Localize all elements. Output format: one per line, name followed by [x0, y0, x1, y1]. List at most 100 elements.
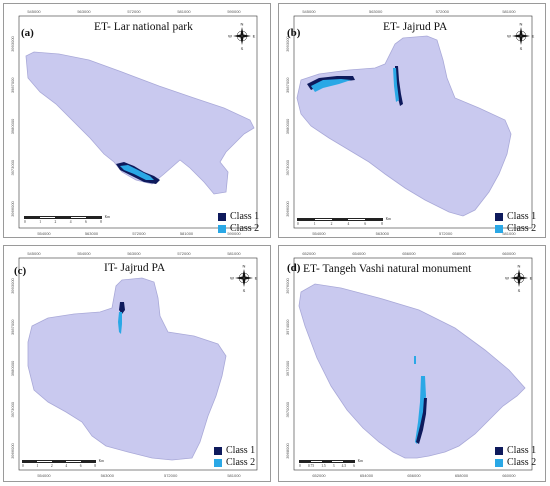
legend-label-class2: Class 2: [507, 457, 537, 468]
bottom-tick-label: 581000: [502, 231, 516, 236]
legend-swatch-class2: [214, 459, 222, 467]
scale-tick-label: 0: [299, 464, 301, 468]
compass-letter-w: W: [505, 276, 509, 281]
scale-tick-label: 6: [353, 464, 355, 468]
class1-patch-d-band: [416, 398, 427, 444]
scale-tick-label: 0: [24, 220, 26, 224]
bottom-tick-label: 572000: [132, 231, 146, 236]
compass-letter-n: N: [243, 264, 246, 269]
top-tick-label: 656000: [402, 251, 416, 256]
scale-unit: Km: [357, 459, 363, 463]
top-tick-label: 590000: [227, 9, 241, 14]
bottom-tick-label: 554000: [312, 231, 326, 236]
compass-letter-n: N: [518, 264, 521, 269]
map-panel-b: 545000 563000 572000 581000 554000 563000 572…: [278, 3, 546, 238]
bottom-tick-label: 590000: [227, 231, 241, 236]
top-tick-label: 654000: [352, 251, 366, 256]
left-tick-label: 3973000: [10, 159, 15, 175]
bottom-tick-label: 563000: [101, 473, 115, 478]
region-tangeh-vashi: [298, 283, 526, 459]
scale-tick-label: 3: [332, 464, 335, 468]
legend-swatch-class1: [495, 447, 503, 455]
scale-tick-label: 4: [347, 222, 350, 226]
top-tick-label: 652000: [302, 251, 316, 256]
scale-tick-label: 6: [79, 464, 82, 468]
compass-c: [235, 269, 253, 287]
left-tick-label: 3970000: [285, 401, 290, 417]
bottom-tick-label: 572000: [164, 473, 178, 478]
left-tick-label: 3987000: [10, 77, 15, 93]
class2-patch-d-band: [415, 376, 426, 444]
left-tick-label: 3980000: [10, 118, 15, 134]
map-panel-a: 545000 563000 572000 581000 590000 554000 563…: [3, 3, 271, 238]
bottom-tick-label: 563000: [85, 231, 99, 236]
legend-label-class1: Class 1: [507, 211, 537, 222]
legend-c: Class 1 Class 2: [214, 445, 255, 469]
top-tick-label: 581000: [177, 9, 191, 14]
legend-d: Class 1 Class 2: [495, 445, 536, 469]
scale-tick-label: 8: [94, 464, 96, 468]
legend-label-class2: Class 2: [226, 457, 256, 468]
left-tick-label: 3987000: [10, 319, 15, 335]
left-tick-label: 3966000: [285, 200, 290, 216]
compass-letter-w: W: [228, 34, 232, 39]
top-tick-label: 660000: [502, 251, 516, 256]
scale-tick-label: 2: [50, 464, 53, 468]
panel-title-a: ET- Lar national park: [94, 21, 193, 33]
compass-a: [233, 27, 251, 45]
top-tick-label: 572000: [177, 251, 191, 256]
scale-tick-label: 1: [313, 222, 316, 226]
legend-label-class1: Class 1: [230, 211, 260, 222]
scale-tick-label: 6: [364, 222, 367, 226]
legend-label-class2: Class 2: [507, 223, 537, 234]
scale-tick-label: 2: [330, 222, 333, 226]
bottom-tick-label: 654000: [360, 473, 374, 478]
legend-swatch-class2: [495, 459, 503, 467]
top-tick-label: 581000: [502, 9, 516, 14]
panel-label-a: (a): [21, 27, 34, 39]
scale-bar-a: 0 1 2 4 6 8 Km: [24, 215, 110, 224]
compass-letter-w: W: [507, 34, 511, 39]
scale-tick-label: 0.75: [307, 464, 315, 468]
compass-letter-n: N: [241, 22, 244, 27]
region-jajrud-pa-c: [27, 277, 227, 461]
scale-tick-label: 8: [100, 220, 102, 224]
legend-label-class2: Class 2: [230, 223, 260, 234]
top-tick-label: 572000: [127, 9, 141, 14]
scale-tick-label: 2: [54, 220, 57, 224]
left-tick-label: 3993000: [10, 277, 15, 293]
bottom-tick-label: 656000: [407, 473, 421, 478]
top-tick-label: 563000: [127, 251, 141, 256]
class2-patch-d-north: [414, 356, 416, 364]
bottom-tick-label: 581000: [227, 473, 241, 478]
scale-tick-label: 8: [381, 222, 383, 226]
class2-patch-b-river: [393, 68, 399, 102]
left-tick-label: 3974000: [285, 319, 290, 335]
left-tick-label: 3968000: [285, 442, 290, 458]
bottom-tick-label: 554000: [37, 473, 51, 478]
left-tick-label: 3980000: [10, 360, 15, 376]
legend-swatch-class1: [214, 447, 222, 455]
top-tick-label: 572000: [436, 9, 450, 14]
panel-title-b: ET- Jajrud PA: [383, 21, 448, 33]
panel-label-b: (b): [287, 27, 301, 39]
scale-tick-label: 4: [65, 464, 68, 468]
bottom-tick-label: 581000: [180, 231, 194, 236]
top-tick-label: 581000: [227, 251, 241, 256]
panel-label-d: (d): [287, 262, 301, 274]
left-tick-label: 3966000: [10, 442, 15, 458]
class2-patch-c: [118, 312, 122, 334]
bottom-tick-label: 554000: [37, 231, 51, 236]
map-panel-d: 652000 654000 656000 658000 660000 652000 654…: [278, 245, 546, 482]
scale-unit: Km: [98, 459, 104, 463]
scale-tick-label: 4: [69, 220, 72, 224]
map-frame-c: [18, 257, 258, 471]
top-tick-label: 563000: [369, 9, 383, 14]
compass-d: [510, 269, 528, 287]
legend-swatch-class2: [495, 225, 503, 233]
region-jajrud-pa: [296, 35, 512, 217]
compass-letter-s: S: [520, 46, 523, 51]
legend-a: Class 1 Class 2: [218, 211, 259, 235]
class2-patch-b-west: [311, 79, 351, 92]
class1-patch-c: [119, 302, 125, 314]
